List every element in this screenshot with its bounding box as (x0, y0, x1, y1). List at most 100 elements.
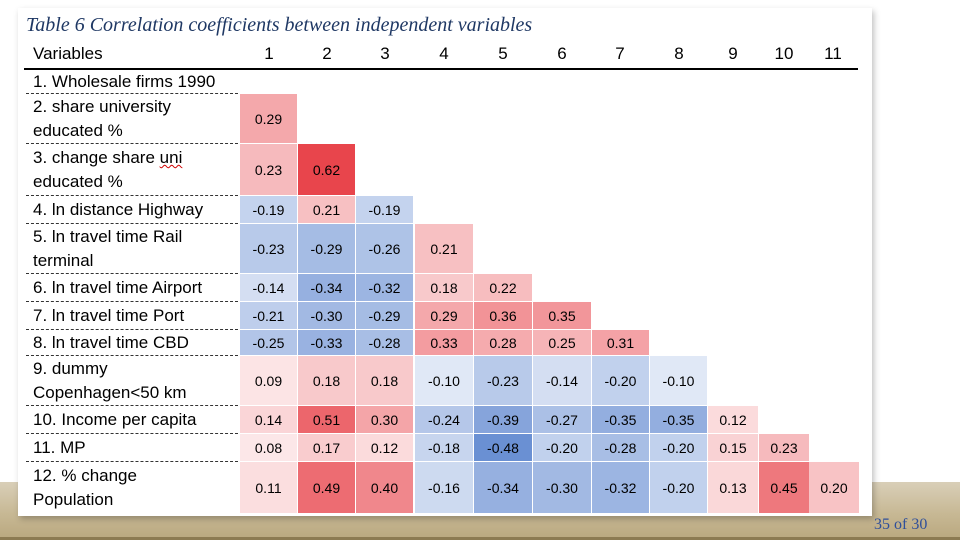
variable-label: 3. change share uni educated % (33, 146, 238, 194)
correlation-cell: -0.34 (298, 274, 355, 301)
column-header-7: 7 (615, 44, 625, 63)
correlation-cell: 0.62 (298, 144, 355, 195)
row-divider (26, 143, 238, 144)
variable-label: 7. ln travel time Port (33, 304, 238, 328)
correlation-cell: -0.26 (356, 224, 413, 273)
variable-label: 6. ln travel time Airport (33, 276, 238, 300)
row-divider (26, 273, 238, 274)
correlation-cell: 0.08 (240, 434, 297, 461)
variable-label-line: 12. % change (33, 466, 137, 485)
correlation-cell: -0.18 (415, 434, 473, 461)
correlation-cell: 0.45 (759, 462, 809, 513)
correlation-cell: -0.32 (592, 462, 649, 513)
correlation-cell: -0.29 (298, 224, 355, 273)
correlation-cell: -0.35 (592, 406, 649, 433)
column-header-11: 11 (824, 44, 842, 63)
row-divider (26, 405, 238, 406)
correlation-cell: -0.19 (356, 196, 413, 223)
correlation-cell: 0.28 (474, 330, 532, 355)
variable-label-line: terminal (33, 251, 94, 270)
correlation-table-card: Table 6 Correlation coefficients between… (18, 8, 872, 516)
correlation-cell: -0.19 (240, 196, 297, 223)
row-divider (26, 223, 238, 224)
correlation-cell: 0.21 (298, 196, 355, 223)
variable-label: 4. ln distance Highway (33, 198, 238, 222)
correlation-cell: -0.28 (592, 434, 649, 461)
variable-label-line: 4. ln distance Highway (33, 200, 204, 219)
variable-label-part: 3. change share (33, 148, 160, 167)
correlation-cell: 0.49 (298, 462, 355, 513)
column-header-10: 10 (774, 44, 794, 63)
column-header-8: 8 (674, 44, 684, 63)
header-rule (24, 68, 858, 70)
row-divider (26, 355, 238, 356)
correlation-cell: -0.16 (415, 462, 473, 513)
correlation-cell: -0.33 (298, 330, 355, 355)
correlation-cell: 0.12 (708, 406, 758, 433)
column-header-9: 9 (728, 44, 738, 63)
correlation-cell: 0.21 (415, 224, 473, 273)
variable-label-line: 2. share university (33, 97, 171, 116)
correlation-cell: 0.35 (533, 302, 591, 329)
column-header-1: 1 (264, 44, 274, 63)
correlation-cell: 0.36 (474, 302, 532, 329)
variable-label-line: Copenhagen<50 km (33, 383, 187, 402)
correlation-cell: -0.48 (474, 434, 532, 461)
variable-label-line: 5. ln travel time Rail (33, 227, 183, 246)
variable-label: 10. Income per capita (33, 408, 238, 432)
variable-label: 9. dummy Copenhagen<50 km (33, 357, 238, 405)
row-divider (26, 433, 238, 434)
correlation-cell: -0.25 (240, 330, 297, 355)
correlation-cell: 0.31 (592, 330, 649, 355)
correlation-cell: 0.11 (240, 462, 297, 513)
row-divider (26, 93, 238, 94)
correlation-cell: -0.23 (240, 224, 297, 273)
correlation-cell: 0.15 (708, 434, 758, 461)
correlation-cell: -0.28 (356, 330, 413, 355)
variable-label-line: 7. ln travel time Port (33, 306, 185, 325)
header-variables: Variables (33, 44, 103, 63)
correlation-cell: 0.18 (298, 356, 355, 405)
correlation-cell: 0.12 (356, 434, 413, 461)
correlation-cell: -0.14 (240, 274, 297, 301)
correlation-cell: -0.21 (240, 302, 297, 329)
correlation-cell: 0.29 (240, 94, 297, 143)
column-header-2: 2 (322, 44, 332, 63)
correlation-cell: -0.30 (298, 302, 355, 329)
variable-label: 1. Wholesale firms 1990 (33, 70, 238, 94)
column-header-3: 3 (380, 44, 390, 63)
column-header-4: 4 (439, 44, 449, 63)
correlation-cell: -0.27 (533, 406, 591, 433)
spellcheck-word: uni (159, 148, 183, 167)
correlation-cell: -0.10 (650, 356, 707, 405)
variable-label: 2. share university educated % (33, 95, 238, 143)
row-divider (26, 461, 238, 462)
variable-label-line: 9. dummy (33, 359, 108, 378)
correlation-cell: -0.23 (474, 356, 532, 405)
row-divider (26, 301, 238, 302)
variable-label-line: Population (33, 490, 114, 509)
column-header-5: 5 (498, 44, 508, 63)
correlation-cell: -0.10 (415, 356, 473, 405)
variable-label-line: 6. ln travel time Airport (33, 278, 203, 297)
correlation-cell: -0.20 (650, 434, 707, 461)
correlation-cell: 0.18 (415, 274, 473, 301)
correlation-cell: -0.20 (533, 434, 591, 461)
row-divider (26, 329, 238, 330)
wall-background (872, 0, 960, 482)
correlation-cell: -0.34 (474, 462, 532, 513)
page-number: 35 of 30 (874, 516, 928, 533)
correlation-cell: 0.20 (809, 462, 859, 513)
correlation-cell: -0.30 (533, 462, 591, 513)
correlation-cell: 0.17 (298, 434, 355, 461)
variable-label-line: 1. Wholesale firms 1990 (33, 72, 216, 91)
correlation-cell: -0.20 (650, 462, 707, 513)
variable-label: 12. % change Population (33, 464, 238, 512)
correlation-cell: 0.09 (240, 356, 297, 405)
correlation-cell: -0.14 (533, 356, 591, 405)
correlation-cell: -0.24 (415, 406, 473, 433)
correlation-cell: 0.33 (415, 330, 473, 355)
variable-label: 5. ln travel time Rail terminal (33, 225, 238, 273)
correlation-cell: -0.32 (356, 274, 413, 301)
correlation-cell: 0.25 (533, 330, 591, 355)
